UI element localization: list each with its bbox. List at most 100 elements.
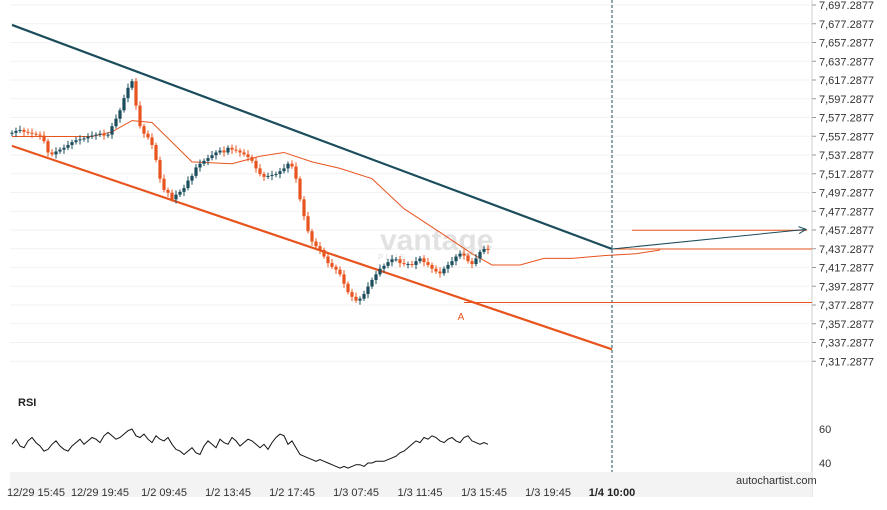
x-tick-label: 12/29 19:45 (71, 487, 129, 499)
candle-body (418, 258, 422, 262)
candle-body (106, 134, 110, 136)
candle (346, 281, 350, 295)
candle (254, 157, 258, 173)
candle (14, 127, 18, 137)
candle (446, 261, 450, 273)
candle-body (34, 133, 38, 135)
candle-body (178, 191, 182, 195)
candle-body (74, 140, 78, 143)
candle-body (18, 129, 22, 131)
candle-body (54, 151, 58, 155)
x-tick-label: 12/29 15:45 (7, 487, 65, 499)
pattern-marker-label: A (458, 312, 465, 323)
y-tick-label: 7,577.2877 (819, 113, 874, 125)
x-tick-label: 1/4 10:00 (589, 487, 635, 499)
x-tick-label: 1/2 09:45 (141, 487, 187, 499)
y-tick-label: 7,597.2877 (819, 94, 874, 106)
y-tick-label: 7,317.2877 (819, 356, 874, 368)
candle-body (386, 262, 390, 266)
y-tick-label: 7,397.2877 (819, 281, 874, 293)
candle-body (370, 279, 374, 287)
candle (458, 250, 462, 259)
candle (230, 144, 234, 154)
candle-body (274, 174, 278, 176)
rsi-title: RSI (18, 397, 36, 409)
candle (334, 264, 338, 274)
candle (450, 256, 454, 268)
candle-body (486, 249, 490, 251)
candle (266, 172, 270, 180)
candle (198, 159, 202, 172)
candle (478, 249, 482, 263)
candle (146, 130, 150, 140)
candle-body (278, 171, 282, 175)
candle-body (346, 283, 350, 293)
candle (134, 77, 138, 110)
candle-body (450, 261, 454, 265)
y-tick-label: 7,537.2877 (819, 150, 874, 162)
candle (298, 176, 302, 202)
candle-body (50, 152, 54, 155)
candle (354, 292, 358, 303)
candle (486, 244, 490, 255)
candle-body (314, 241, 318, 247)
candle-body (366, 286, 370, 295)
candle (438, 267, 442, 278)
y-tick-label: 7,357.2877 (819, 319, 874, 331)
candle (162, 174, 166, 193)
candle-body (42, 135, 46, 142)
candle-body (254, 160, 258, 169)
candle-body (410, 264, 414, 266)
candle (26, 128, 30, 136)
candle (238, 148, 242, 157)
candle (402, 258, 406, 267)
candle (374, 271, 378, 285)
candle-body (198, 163, 202, 168)
candle-body (334, 266, 338, 270)
candle (246, 150, 250, 162)
candle (138, 101, 142, 129)
candle-body (354, 296, 358, 301)
candle-body (146, 133, 150, 138)
candle (398, 256, 402, 268)
candle-body (170, 192, 174, 200)
candle-body (302, 199, 306, 217)
candle (326, 253, 330, 268)
candle (58, 147, 62, 154)
candle-body (374, 274, 378, 280)
candle (310, 228, 314, 246)
candle (62, 144, 66, 154)
candle-body (310, 231, 314, 242)
moving-average-line (12, 120, 661, 266)
candle-body (182, 188, 186, 192)
candle-body (382, 265, 386, 269)
candle (378, 264, 382, 277)
candle (102, 129, 106, 140)
candle (318, 241, 322, 255)
candle-body (378, 268, 382, 275)
candle (66, 140, 70, 151)
candle-body (342, 274, 346, 284)
candle-body (22, 129, 26, 132)
candle-body (454, 256, 458, 262)
y-tick-label: 7,457.2877 (819, 225, 874, 237)
candle (54, 147, 58, 159)
candle (118, 107, 122, 123)
candle-body (186, 180, 190, 189)
brand-label: autochartist.com (736, 475, 817, 487)
candle (414, 256, 418, 270)
candle-body (438, 271, 442, 274)
candle (34, 131, 38, 137)
candle (82, 136, 86, 142)
candle-body (222, 150, 226, 153)
candle (390, 255, 394, 267)
x-tick-label: 1/3 15:45 (461, 487, 507, 499)
candle (282, 164, 286, 174)
candle (394, 256, 398, 262)
candle-body (322, 249, 326, 257)
candle-body (62, 147, 66, 150)
candle (74, 136, 78, 145)
candle (182, 184, 186, 197)
x-tick-label: 1/3 11:45 (397, 487, 442, 499)
candle (106, 132, 110, 138)
